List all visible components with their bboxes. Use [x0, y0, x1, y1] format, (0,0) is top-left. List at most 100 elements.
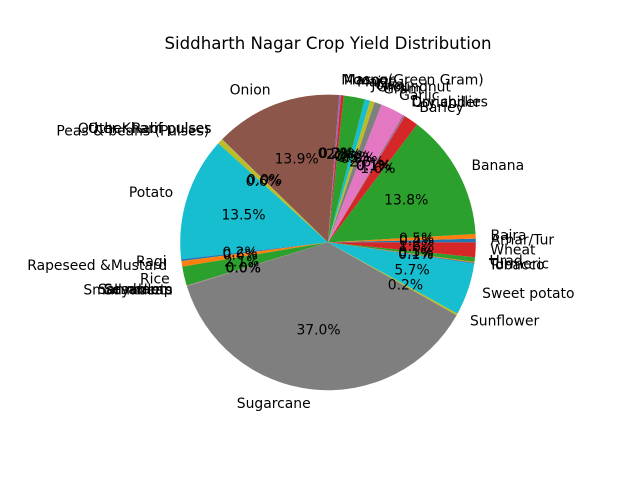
slice-label-peas-beans-pulses: Peas & beans (Pulses): [56, 123, 209, 139]
slice-percent-peas-beans-pulses: 0.6%: [246, 174, 281, 190]
slice-percent-rapeseed-mustard: 0.6%: [223, 247, 258, 263]
slice-wheat: [328, 242, 476, 258]
slice-tobacco: [328, 242, 475, 264]
slice-percent-garlic: 2.6%: [349, 155, 384, 171]
slice-jowar: [328, 99, 371, 243]
slice-percent-turmeric: 0.1%: [398, 246, 433, 262]
slice-gram: [328, 102, 382, 243]
slice-label-other-rabi-pulses: Other Rabi pulses: [88, 121, 211, 137]
slice-label-gram: Gram: [383, 81, 422, 97]
slice-percent-bajra: 0.5%: [399, 231, 434, 247]
slice-percent-sesamum: 0.0%: [226, 260, 261, 276]
chart-title: Siddharth Nagar Crop Yield Distribution: [165, 34, 492, 53]
slice-label-sannhamp: Sannhamp: [98, 282, 173, 298]
slice-label-ragi: Ragi: [136, 254, 167, 270]
slice-label-bajra: Bajra: [490, 228, 526, 244]
slice-percent-sweet-potato: 5.7%: [394, 263, 429, 279]
slice-rapeseed-mustard: [181, 242, 328, 267]
slice-rice: [182, 242, 328, 286]
slice-percent-masoor: 0.3%: [319, 146, 354, 162]
slice-garlic: [328, 104, 404, 243]
slice-dry-chillies: [328, 115, 405, 243]
slice-other-kharif-pulses: [222, 139, 328, 243]
slice-label-rice: Rice: [140, 272, 170, 288]
slice-percent-barley: 1.6%: [360, 161, 395, 177]
slice-peas-beans-pulses: [218, 139, 328, 243]
slice-percent-sunflower: 0.2%: [388, 278, 423, 294]
slice-label-coriander: Coriander: [412, 95, 480, 111]
slice-percent-soyabean: 0.0%: [226, 261, 261, 277]
slice-label-turmeric: Turmeric: [488, 256, 549, 272]
slice-percent-dry-chillies: 0.1%: [356, 158, 391, 174]
slice-label-sunflower: Sunflower: [470, 314, 540, 330]
slice-label-jowar: Jowar: [370, 78, 409, 94]
slice-bajra: [328, 234, 476, 243]
slice-sesamum: [186, 242, 328, 286]
slice-percent-sannhamp: 0.0%: [226, 260, 261, 276]
slice-percent-coriander: 0.1%: [356, 158, 391, 174]
slice-label-masoor: Masoor: [344, 73, 395, 89]
slice-percent-tobacco: 0.1%: [398, 247, 433, 263]
slice-sugarcane: [186, 242, 457, 391]
slice-percent-jowar: 0.6%: [334, 149, 369, 165]
slice-coriander: [328, 115, 405, 243]
slice-onion: [222, 94, 340, 243]
slice-moong-green-gram: [328, 95, 341, 243]
slice-label-barley: Barley: [419, 100, 463, 116]
slice-label-other-kharif-pulses: Other Kharif pulses: [78, 121, 212, 137]
slice-percent-moong-green-gram: 0.2%: [318, 146, 353, 162]
slice-label-groundnut: Groundnut: [377, 79, 452, 95]
slice-percent-potato: 13.5%: [221, 207, 265, 223]
slice-percent-small-millets: 0.0%: [226, 261, 261, 277]
slice-potato: [180, 143, 328, 260]
slice-percent-gram: 0.8%: [340, 151, 375, 167]
slice-percent-wheat: 1.6%: [399, 239, 434, 255]
slice-percent-sugarcane: 37.0%: [296, 323, 340, 339]
slice-groundnut: [328, 100, 375, 243]
slice-percent-ragi: 0.2%: [222, 245, 257, 261]
slice-label-urad: Urad: [489, 253, 522, 269]
slice-sannhamp: [186, 242, 328, 286]
slice-label-arhar-tur: Arhar/Tur: [491, 232, 555, 248]
slice-label-moong-green-gram: Moong(Green Gram): [341, 72, 483, 88]
slice-urad: [328, 242, 476, 262]
slice-small-millets: [186, 242, 328, 287]
slice-maize: [328, 95, 365, 243]
slice-masoor: [328, 95, 344, 243]
slice-percent-banana: 13.8%: [384, 193, 428, 209]
slice-barley: [328, 116, 418, 243]
slice-label-dry-chillies: Dry chillies: [411, 95, 488, 111]
slice-percent-maize: 2.3%: [326, 147, 361, 163]
pie-texts: Arhar/Tur 0.4% Bajra 0.5% Banana 13.8% Barley 1…: [27, 72, 574, 412]
slice-soyabean: [186, 242, 328, 287]
slice-label-small-millets: Small millets: [83, 282, 172, 298]
slice-arhar-tur: [328, 238, 476, 243]
slice-percent-urad: 0.5%: [398, 245, 433, 261]
slice-turmeric: [328, 242, 475, 263]
pie-wedges: [180, 94, 476, 391]
slice-label-banana: Banana: [471, 158, 524, 174]
slice-percent-other-kharif-pulses: 0.0%: [247, 173, 282, 189]
slice-label-sweet-potato: Sweet potato: [482, 286, 574, 302]
slice-sunflower: [328, 242, 458, 316]
slice-ragi: [181, 242, 328, 262]
slice-label-potato: Potato: [129, 185, 173, 201]
slice-percent-arhar-tur: 0.4%: [399, 233, 434, 249]
slice-percent-groundnut: 0.5%: [337, 150, 372, 166]
slice-label-garlic: Garlic: [399, 88, 439, 104]
slice-percent-onion: 13.9%: [275, 151, 319, 167]
slice-sweet-potato: [328, 242, 475, 314]
slice-label-soyabean: Soyabean: [104, 283, 173, 299]
slice-label-tobacco: Tobacco: [488, 257, 545, 273]
slice-label-onion: Onion: [230, 82, 271, 98]
slice-label-rapeseed-mustard: Rapeseed &Mustard: [27, 258, 167, 274]
slice-label-sugarcane: Sugarcane: [237, 396, 311, 412]
slice-label-sesamum: Sesamum: [104, 282, 173, 298]
slice-percent-rice: 2.1%: [224, 255, 259, 271]
slice-label-wheat: Wheat: [490, 243, 536, 259]
slice-label-maize: Maize: [357, 74, 397, 90]
slice-banana: [328, 124, 476, 243]
slice-percent-other-rabi-pulses: 0.0%: [247, 173, 282, 189]
slice-other-rabi-pulses: [221, 139, 328, 243]
